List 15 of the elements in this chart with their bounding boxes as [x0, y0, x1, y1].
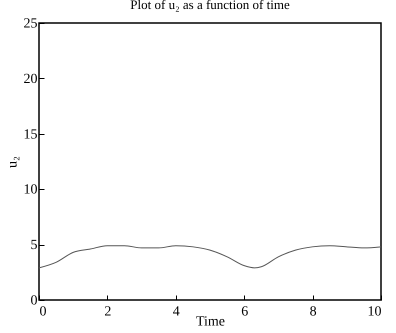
x-tick-label: 8 — [310, 304, 317, 320]
x-tick-label: 10 — [368, 304, 382, 320]
y-tick-label: 15 — [24, 127, 38, 142]
y-tick-label: 0 — [30, 294, 38, 308]
y-tick-label: 20 — [24, 72, 38, 87]
x-tick-label: 2 — [104, 304, 112, 320]
y-tick-label: 5 — [30, 238, 38, 254]
y-tick-label: 25 — [24, 16, 38, 32]
line-series — [38, 245, 382, 268]
x-tick-label: 6 — [241, 304, 248, 320]
y-axis-title: u₂ — [6, 156, 20, 168]
x-tick-label: 4 — [172, 304, 180, 320]
x-axis-title: Time — [196, 314, 226, 330]
y-tick-label: 10 — [24, 182, 38, 198]
chart-title: Plot of u₂ as a function of time — [130, 0, 290, 12]
